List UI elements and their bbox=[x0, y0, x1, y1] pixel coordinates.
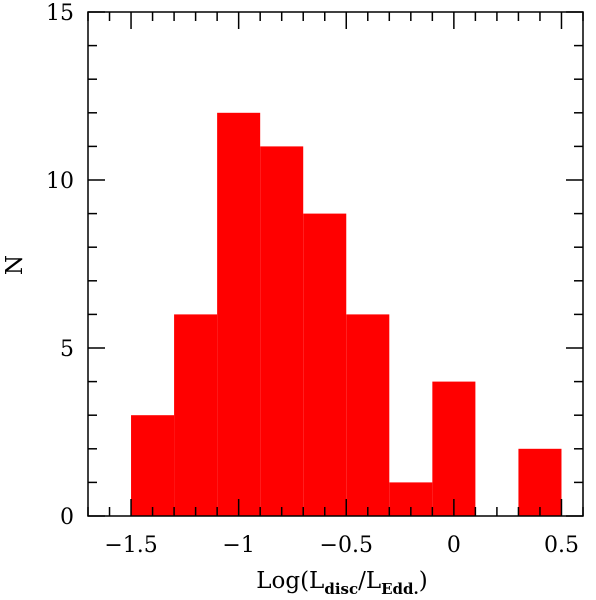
histogram-bar-1 bbox=[174, 314, 218, 516]
histogram-bar-7 bbox=[432, 381, 476, 516]
y-tick-label: 15 bbox=[46, 1, 74, 26]
x-tick-label: −0.5 bbox=[320, 533, 373, 558]
x-tick-label: −1 bbox=[222, 533, 254, 558]
y-tick-label: 0 bbox=[60, 505, 74, 530]
x-axis-label: Log(Ldisc/LEdd.) bbox=[256, 568, 428, 598]
axis-tick-labels: −1.5 −1 −0.5 0 0.5 0 5 10 15 bbox=[46, 1, 579, 558]
histogram-bar-0 bbox=[131, 415, 175, 516]
histogram-bar-4 bbox=[303, 213, 347, 516]
x-tick-label: 0.5 bbox=[544, 533, 579, 558]
histogram-bar-9 bbox=[518, 448, 562, 516]
x-tick-label: −1.5 bbox=[104, 533, 157, 558]
histogram-bar-5 bbox=[346, 314, 390, 516]
y-tick-label: 5 bbox=[60, 337, 74, 362]
y-axis-label: N bbox=[2, 255, 28, 275]
histogram-bar-2 bbox=[217, 112, 261, 517]
histogram-bars bbox=[131, 112, 562, 517]
x-tick-label: 0 bbox=[447, 533, 461, 558]
histogram-bar-3 bbox=[260, 146, 304, 516]
y-tick-label: 10 bbox=[46, 169, 74, 194]
plot-frame bbox=[87, 11, 584, 517]
axis-ticks bbox=[87, 11, 584, 517]
